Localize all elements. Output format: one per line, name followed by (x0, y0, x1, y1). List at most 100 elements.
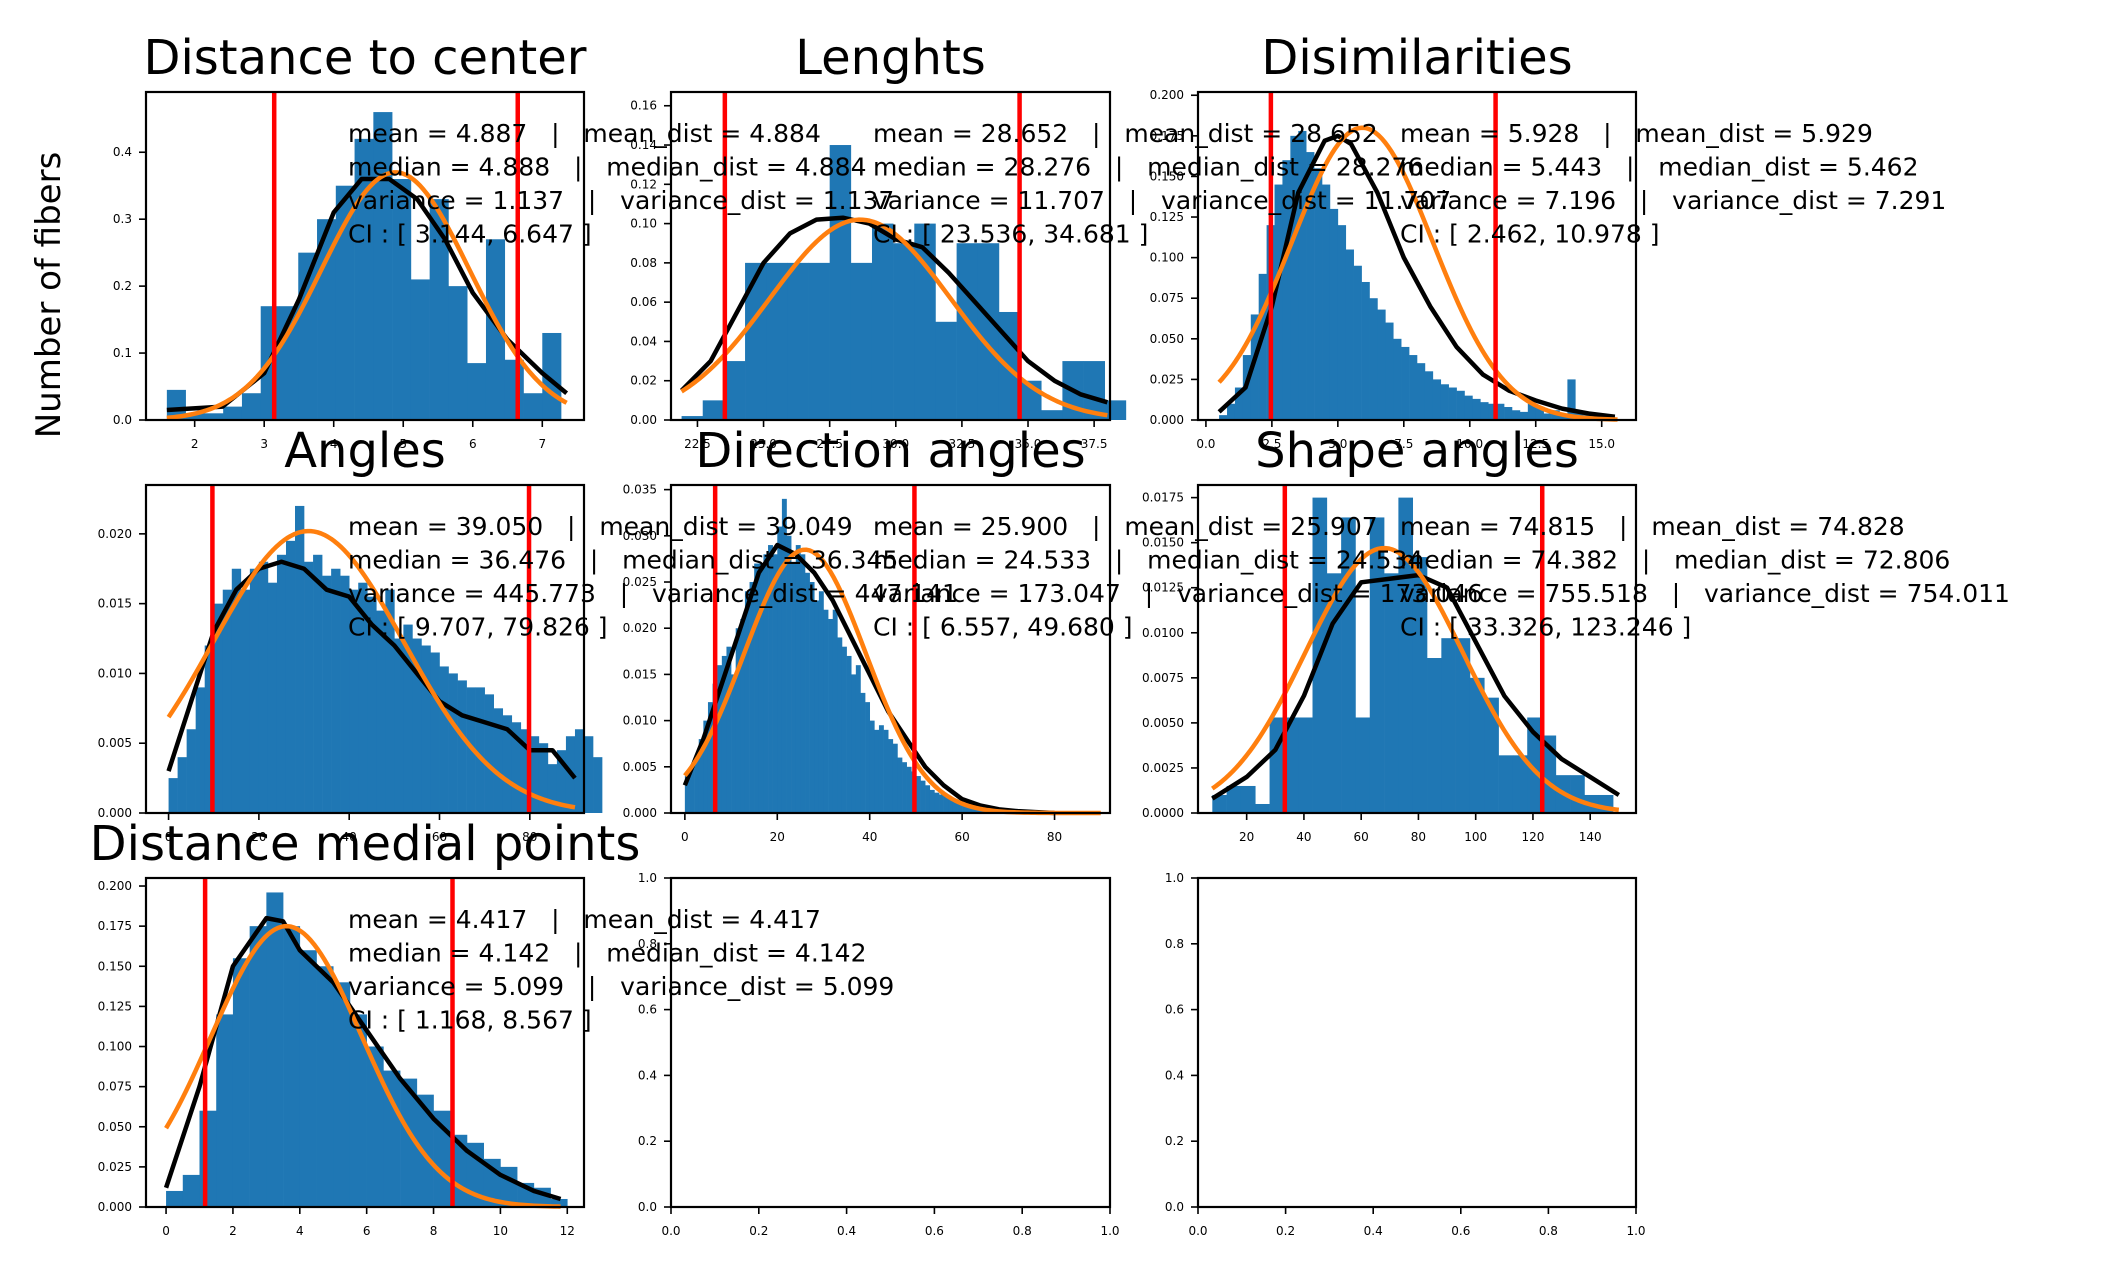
histogram-bar (1484, 697, 1499, 813)
histogram-bar (906, 766, 912, 813)
histogram-bar (1329, 208, 1339, 420)
fitted-distribution-curve (166, 528, 576, 810)
fitted-distribution-curve (680, 217, 1108, 418)
stats-line: variance = 5.099 | variance_dist = 5.099 (348, 972, 894, 1001)
histogram-bar (403, 624, 413, 813)
histogram-bar (484, 694, 494, 813)
y-tick-label: 0.0125 (1142, 581, 1184, 595)
histogram-bar (837, 637, 843, 813)
fitted-distribution-curve (1217, 125, 1618, 422)
histogram-bar (1384, 573, 1399, 813)
x-tick-label: 4 (296, 1224, 304, 1238)
y-tick-label: 0.125 (1150, 210, 1184, 224)
histogram-bar (186, 729, 196, 813)
histogram-bar (216, 1014, 234, 1207)
histogram-bar (267, 582, 278, 813)
histogram-bar (925, 785, 931, 813)
x-tick-label: 80 (1411, 830, 1426, 844)
histogram-bar (241, 393, 262, 420)
histogram-bar (694, 757, 700, 813)
histogram-bar (689, 766, 695, 813)
histogram-bar (1401, 346, 1410, 420)
histogram-bar (934, 792, 940, 813)
histogram-bar (1353, 265, 1362, 420)
histogram-bar (1427, 658, 1442, 813)
histogram-bar (1322, 184, 1331, 420)
panel-title: Angles (284, 423, 446, 479)
histogram-bar (1298, 130, 1307, 421)
stats-annotation: mean = 39.050 | mean_dist = 39.049 median… (348, 512, 958, 642)
x-tick-label: 10 (493, 1224, 508, 1238)
histogram-bar (939, 794, 944, 813)
histogram-bar (547, 764, 558, 813)
x-tick-label: 0.6 (925, 1224, 944, 1238)
y-tick-label: 0.0075 (1142, 671, 1184, 685)
panel-title: Distance to center (143, 30, 586, 86)
stats-line: CI : [ 23.536, 34.681 ] (873, 220, 1148, 249)
stats-line: median = 28.276 | median_dist = 28.276 (873, 153, 1423, 182)
x-tick-label: 30.0 (882, 437, 909, 451)
histogram-bar (376, 610, 386, 813)
histogram-bar (199, 1110, 217, 1207)
histogram-bar (295, 505, 305, 813)
x-tick-label: 6 (363, 1224, 371, 1238)
stats-line: mean = 4.417 | mean_dist = 4.417 (348, 905, 821, 934)
histogram-bar (758, 563, 764, 813)
histogram-bar (735, 628, 741, 813)
x-tick-label: 12 (560, 1224, 575, 1238)
histogram-bar (430, 652, 440, 813)
histogram-bar (897, 757, 903, 813)
histogram-bar (1567, 379, 1576, 420)
stats-line: variance = 445.773 | variance_dist = 447… (348, 579, 958, 608)
stats-line: mean = 74.815 | mean_dist = 74.828 (1400, 512, 1905, 541)
y-tick-label: 0.2 (113, 279, 132, 293)
histogram-bar (726, 646, 732, 813)
histogram-bar (1412, 557, 1428, 813)
histogram-bar (893, 243, 915, 420)
histogram-bar (1269, 717, 1285, 813)
stats-annotation: mean = 74.815 | mean_dist = 74.828 median… (1400, 512, 2010, 642)
histogram-bar (392, 179, 412, 420)
kde-curve (682, 542, 1055, 816)
histogram-bar (805, 572, 810, 813)
histogram-bar (1227, 403, 1236, 420)
x-tick-label: 27.5 (816, 437, 843, 451)
histogram-bar (340, 575, 350, 813)
histogram-bar (1355, 717, 1371, 813)
histogram-bar (166, 1190, 184, 1207)
panel-4: 0 20 40 60 80 0.000 0.005 0.010 0.015 0.020 Angles (98, 423, 603, 844)
y-tick-label: 0.8 (1165, 937, 1184, 951)
histogram-bar (195, 687, 206, 813)
y-tick-label: 0.035 (623, 483, 657, 497)
stats-line: median = 5.443 | median_dist = 5.462 (1400, 153, 1919, 182)
histogram-bar (556, 750, 567, 813)
y-tick-label: 0.005 (98, 736, 132, 750)
y-tick-label: 0.16 (630, 99, 657, 113)
axes-frame (144, 876, 586, 1209)
histogram-bar (809, 582, 815, 813)
x-tick-label: 0.6 (1451, 1224, 1470, 1238)
y-tick-label: 0.150 (98, 959, 132, 973)
x-tick-label: 0.8 (1013, 1224, 1032, 1238)
y-tick-label: 0.000 (623, 806, 657, 820)
panel-title: Lenghts (795, 30, 986, 86)
y-tick-label: 0.6 (1165, 1003, 1184, 1017)
histogram-bar (433, 1110, 451, 1207)
stats-line: mean = 28.652 | mean_dist = 28.652 (873, 119, 1378, 148)
histogram-bar (841, 646, 847, 813)
y-tick-label: 0.0000 (1142, 806, 1184, 820)
axes-frame (669, 90, 1112, 422)
histogram-bar (702, 400, 725, 420)
histogram-bar (574, 729, 585, 813)
stats-line: CI : [ 9.707, 79.826 ] (348, 613, 608, 642)
histogram-bar (1504, 407, 1513, 420)
histogram-bar (168, 778, 178, 813)
histogram-bar (349, 1014, 367, 1207)
x-tick-label: 5.0 (1328, 437, 1347, 451)
y-tick-label: 0.0050 (1142, 716, 1184, 730)
histogram-bar (333, 982, 351, 1207)
y-tick-label: 0.010 (98, 666, 132, 680)
histogram-bar (952, 800, 958, 813)
stats-line: CI : [ 6.557, 49.680 ] (873, 613, 1133, 642)
